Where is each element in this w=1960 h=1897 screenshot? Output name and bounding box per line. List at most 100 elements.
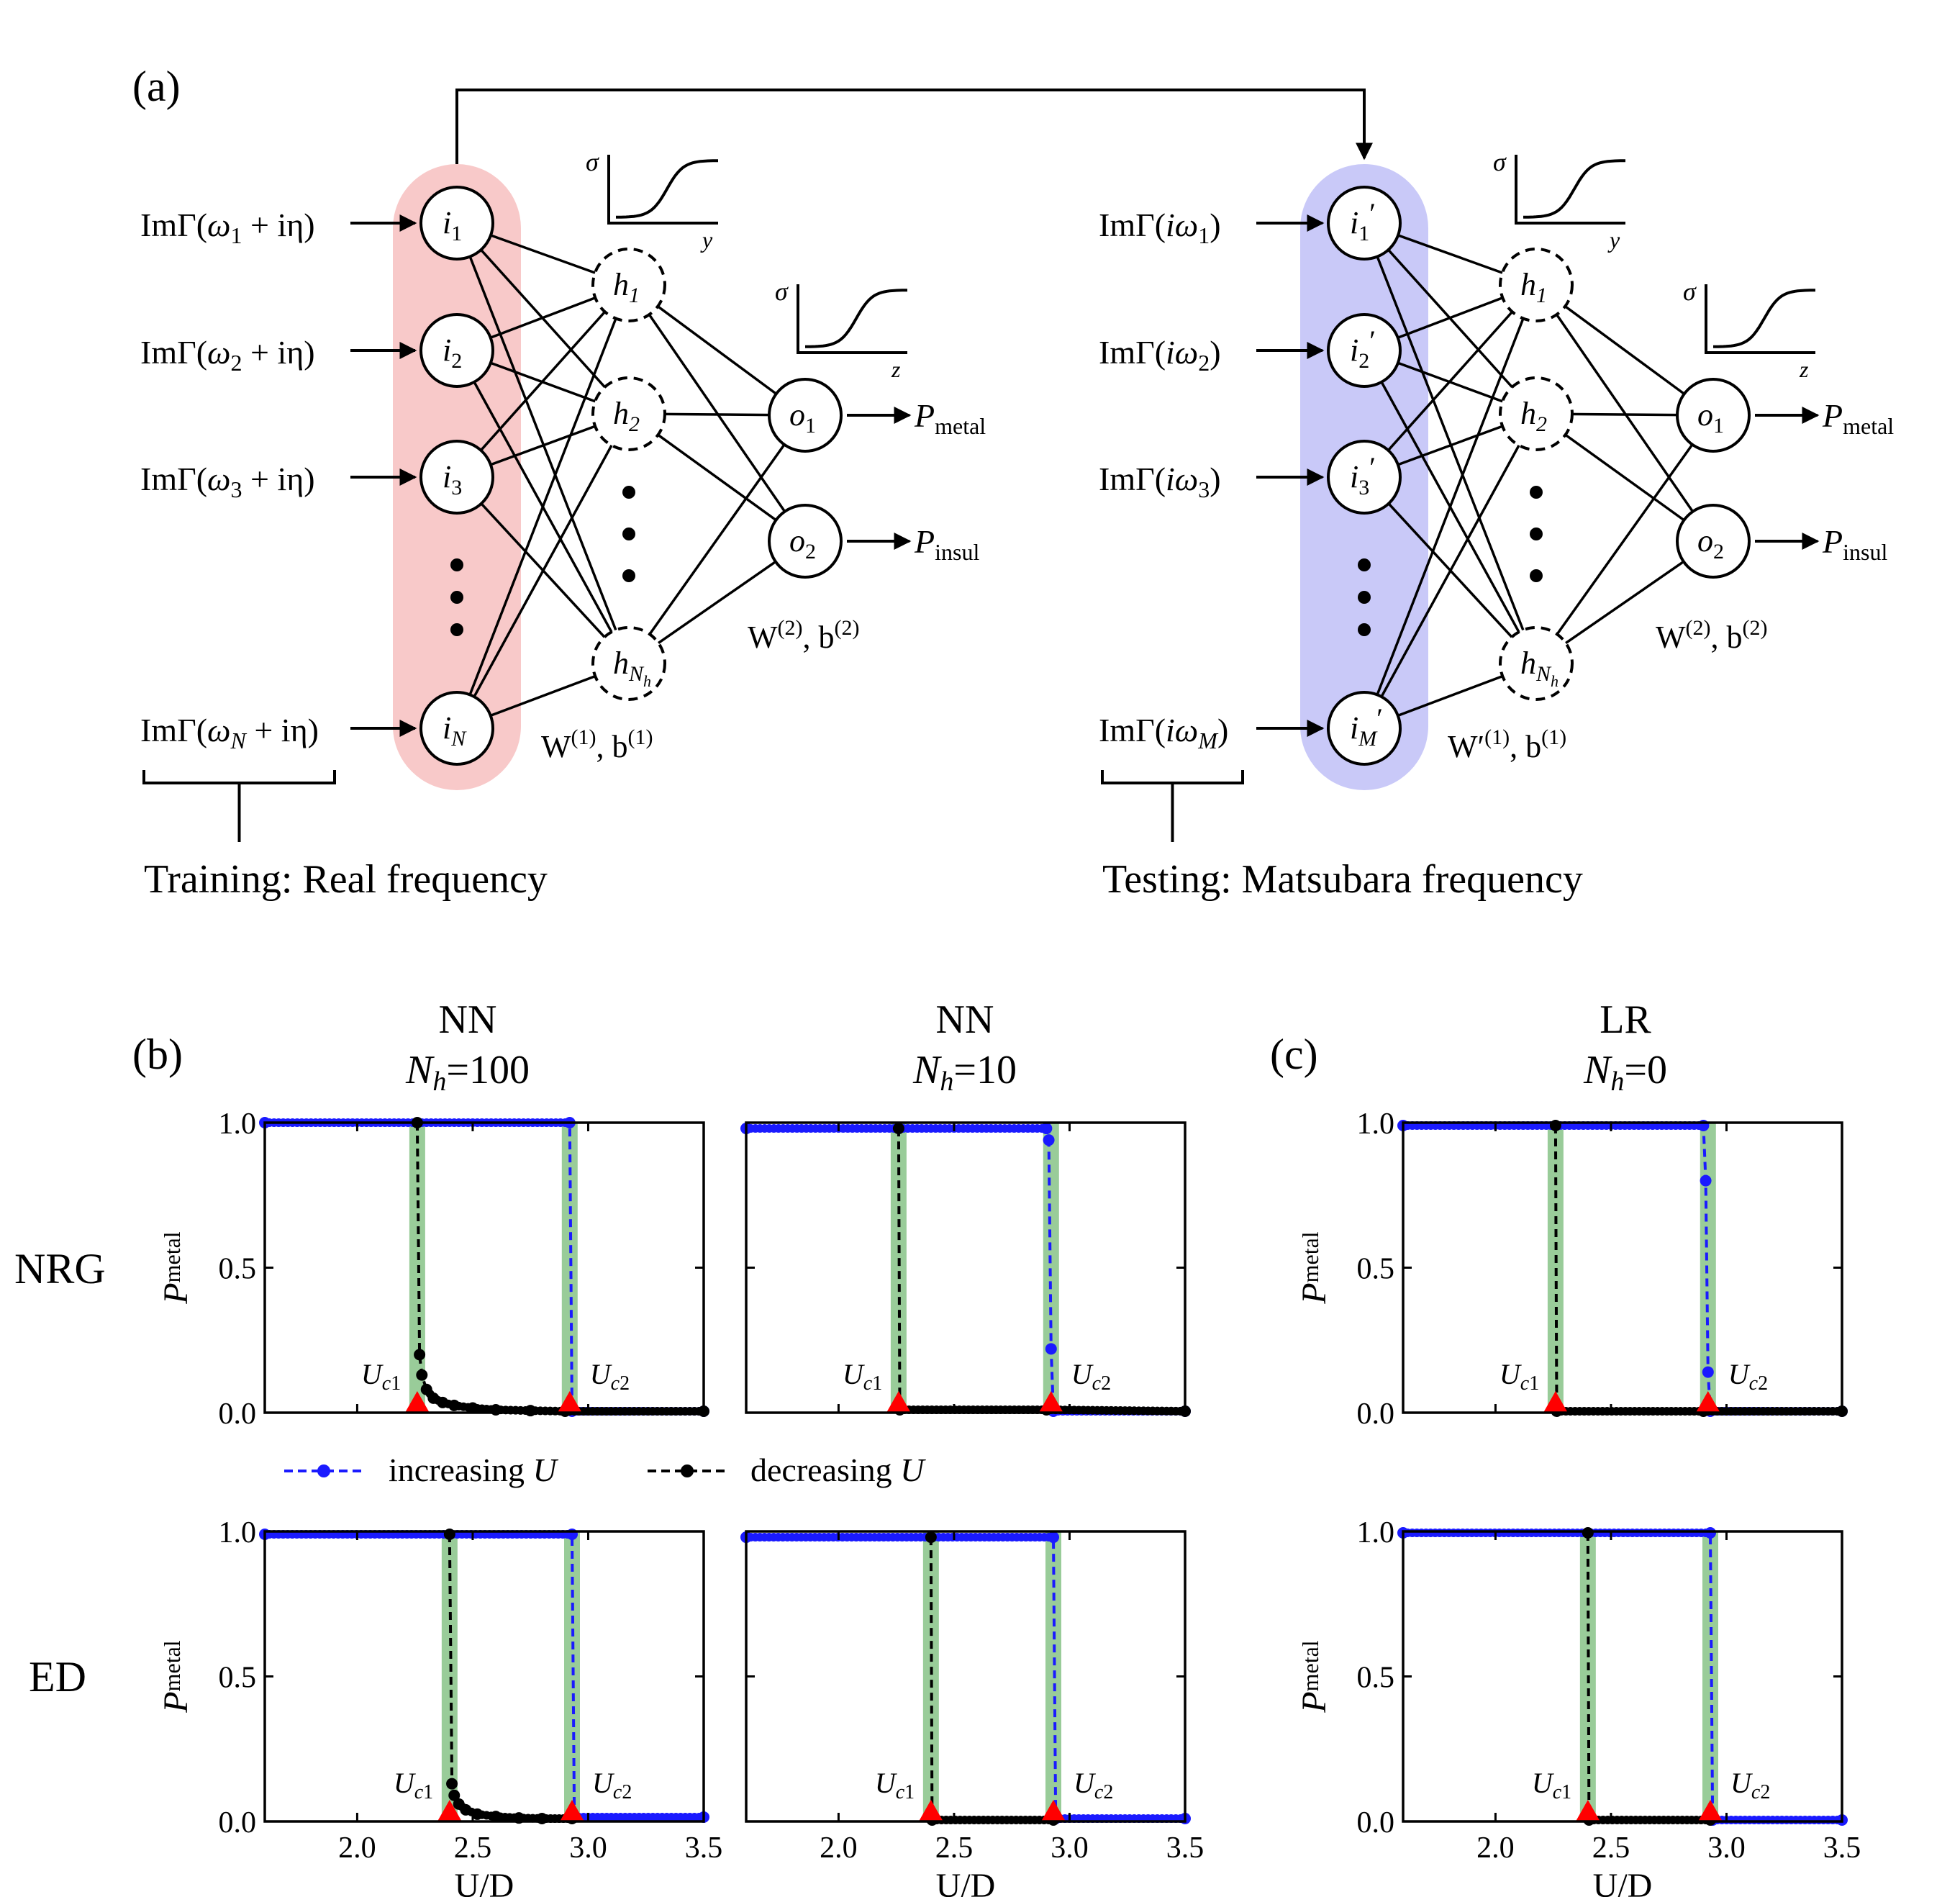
input-node-label: iN [443,710,467,751]
uc2-label: Uc2 [1071,1358,1111,1395]
critical-marker [1695,1391,1720,1413]
series-line [448,1534,572,1820]
ellipsis-dot [622,528,635,540]
connection-line [455,413,630,729]
series-line [929,1537,1053,1821]
x-tick-label: 3.0 [569,1832,607,1865]
critical-marker [1543,1391,1568,1413]
series-line [1403,1124,1842,1413]
panel-label-b: (b) [132,1031,183,1078]
uc2-label: Uc2 [1730,1767,1770,1803]
x-tick-label: 3.0 [1051,1832,1089,1865]
output-node [1676,378,1751,453]
output-probability-label: Pmetal [914,397,986,439]
ellipsis-dot [622,569,635,582]
input-node-label: i1′ [1350,197,1376,245]
chart-ed-1: Uc1 Uc2 2.0 2.5 3.0 3.5 U/D [740,1530,1204,1897]
data-point [1045,1343,1057,1355]
connection-line [1363,284,1538,729]
data-point [416,1369,428,1381]
input-label: ImΓ(iω3) [1099,461,1221,502]
output-probability-label: Pmetal [1822,397,1894,439]
series-line [746,1536,1185,1820]
input-node-label: i3 [443,459,462,499]
connection-line [627,284,807,542]
output-node-label: o1 [789,397,816,438]
output-node-label: o1 [1697,397,1724,438]
plot-frame [745,1530,1187,1823]
critical-shade [561,1123,578,1413]
critical-shade [409,1123,425,1413]
input-label: ImΓ(ωN + iη) [140,712,319,753]
data-point [1702,1366,1714,1378]
series-line [265,1533,704,1819]
sigmoid-sigma-label: σ [586,148,599,176]
x-tick-label: 2.0 [820,1832,858,1865]
sigmoid-axes [1515,155,1625,225]
critical-marker [1041,1800,1066,1821]
critical-shade [922,1531,939,1821]
critical-marker [886,1391,911,1413]
series-line [1553,1125,1842,1413]
input-node-label: i2 [443,332,462,373]
chart-nrg-1: Uc1 Uc2 [740,1121,1191,1417]
sigmoid-axis-label: y [1607,227,1620,253]
output-activation-inset: σz [775,277,907,382]
input-label: ImΓ(iω2) [1099,334,1221,376]
uc2-label: Uc2 [590,1358,630,1395]
hidden-weights-label: W(1), b(1) [541,725,653,764]
data-point [1040,1123,1053,1135]
training-network: ImΓ(ω1 + iη) ImΓ(ω2 + iη) ImΓ(ω3 + iη) ImΓ(… [140,148,986,902]
chart-nrg-0: Uc1 Uc2 0.0 0.5 1.0 Pmetal [157,1108,709,1431]
output-activation-inset: σz [1683,277,1815,382]
data-point [1700,1174,1712,1187]
plot-frame [263,1530,705,1823]
sigmoid-sigma-label: σ [775,277,789,306]
y-tick-label: 0.0 [219,1806,257,1839]
x-tick-label: 2.0 [1476,1832,1515,1865]
chart-ed-2: Uc1 Uc2 0.0 0.5 1.0 2.0 2.5 3.0 3.5 Pmetal U/D [1295,1516,1861,1897]
input-bracket [142,770,336,784]
legend: increasing U decreasing U [284,1452,926,1488]
network-diagram: (a)ImΓ(ω1 + iη)ImΓ(ω2 + iη)ImΓ(ω3 + iη)I… [132,63,1894,902]
hidden-node-label: hNh [613,646,651,690]
sigmoid-curve [805,289,907,348]
uc1-label: Uc1 [1500,1358,1539,1395]
sigmoid-axis-label: z [891,356,901,382]
data-point [1705,1527,1716,1539]
column-subtitle: Nh=0 [1583,1048,1667,1097]
input-node [1327,691,1402,766]
column-title: NN [936,997,994,1042]
input-label: ImΓ(iωM) [1099,712,1228,753]
critical-marker [404,1391,430,1413]
sigmoid-axes [1705,284,1815,354]
sigmoid-sigma-label: σ [1493,148,1507,176]
hidden-node [591,376,666,451]
uc2-label: Uc2 [1728,1358,1768,1395]
y-tick-label: 0.5 [1357,1662,1395,1695]
data-point [448,1789,460,1801]
data-point [446,1778,458,1790]
data-point [1043,1134,1055,1146]
y-tick-label: 0.0 [1357,1398,1395,1431]
critical-marker [1038,1391,1063,1413]
input-bracket [1101,770,1244,784]
data-point [925,1531,937,1544]
input-node [1327,186,1402,261]
uc1-label: Uc1 [1532,1767,1571,1803]
critical-marker [560,1800,584,1821]
y-axis-label: Pmetal [157,1640,195,1713]
sigmoid-axes [607,155,718,225]
hidden-node [1499,376,1574,451]
critical-marker [1575,1800,1600,1821]
output-probability-label: Pinsul [1822,523,1887,565]
hidden-node-label: h2 [613,396,640,436]
uc2-label: Uc2 [592,1767,632,1803]
input-label: ImΓ(ω2 + iη) [140,334,315,376]
series-line [265,1121,704,1413]
series-line [1403,1531,1842,1821]
input-node [419,440,494,515]
uc1-label: Uc1 [875,1767,915,1803]
y-tick-label: 1.0 [1357,1516,1395,1549]
